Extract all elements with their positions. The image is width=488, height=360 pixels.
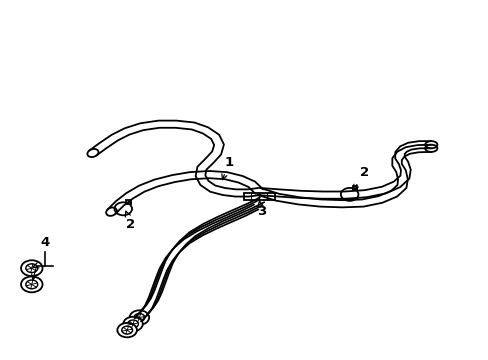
Text: 2: 2 (125, 211, 135, 230)
Text: 2: 2 (353, 166, 368, 190)
Text: 3: 3 (257, 201, 265, 218)
Circle shape (123, 317, 142, 331)
Circle shape (117, 323, 137, 337)
Circle shape (21, 276, 42, 292)
Text: 4: 4 (41, 236, 49, 249)
Polygon shape (352, 186, 356, 190)
Circle shape (21, 260, 42, 276)
Polygon shape (126, 201, 130, 204)
Circle shape (129, 310, 149, 325)
Text: 1: 1 (222, 156, 233, 180)
Polygon shape (243, 193, 274, 200)
